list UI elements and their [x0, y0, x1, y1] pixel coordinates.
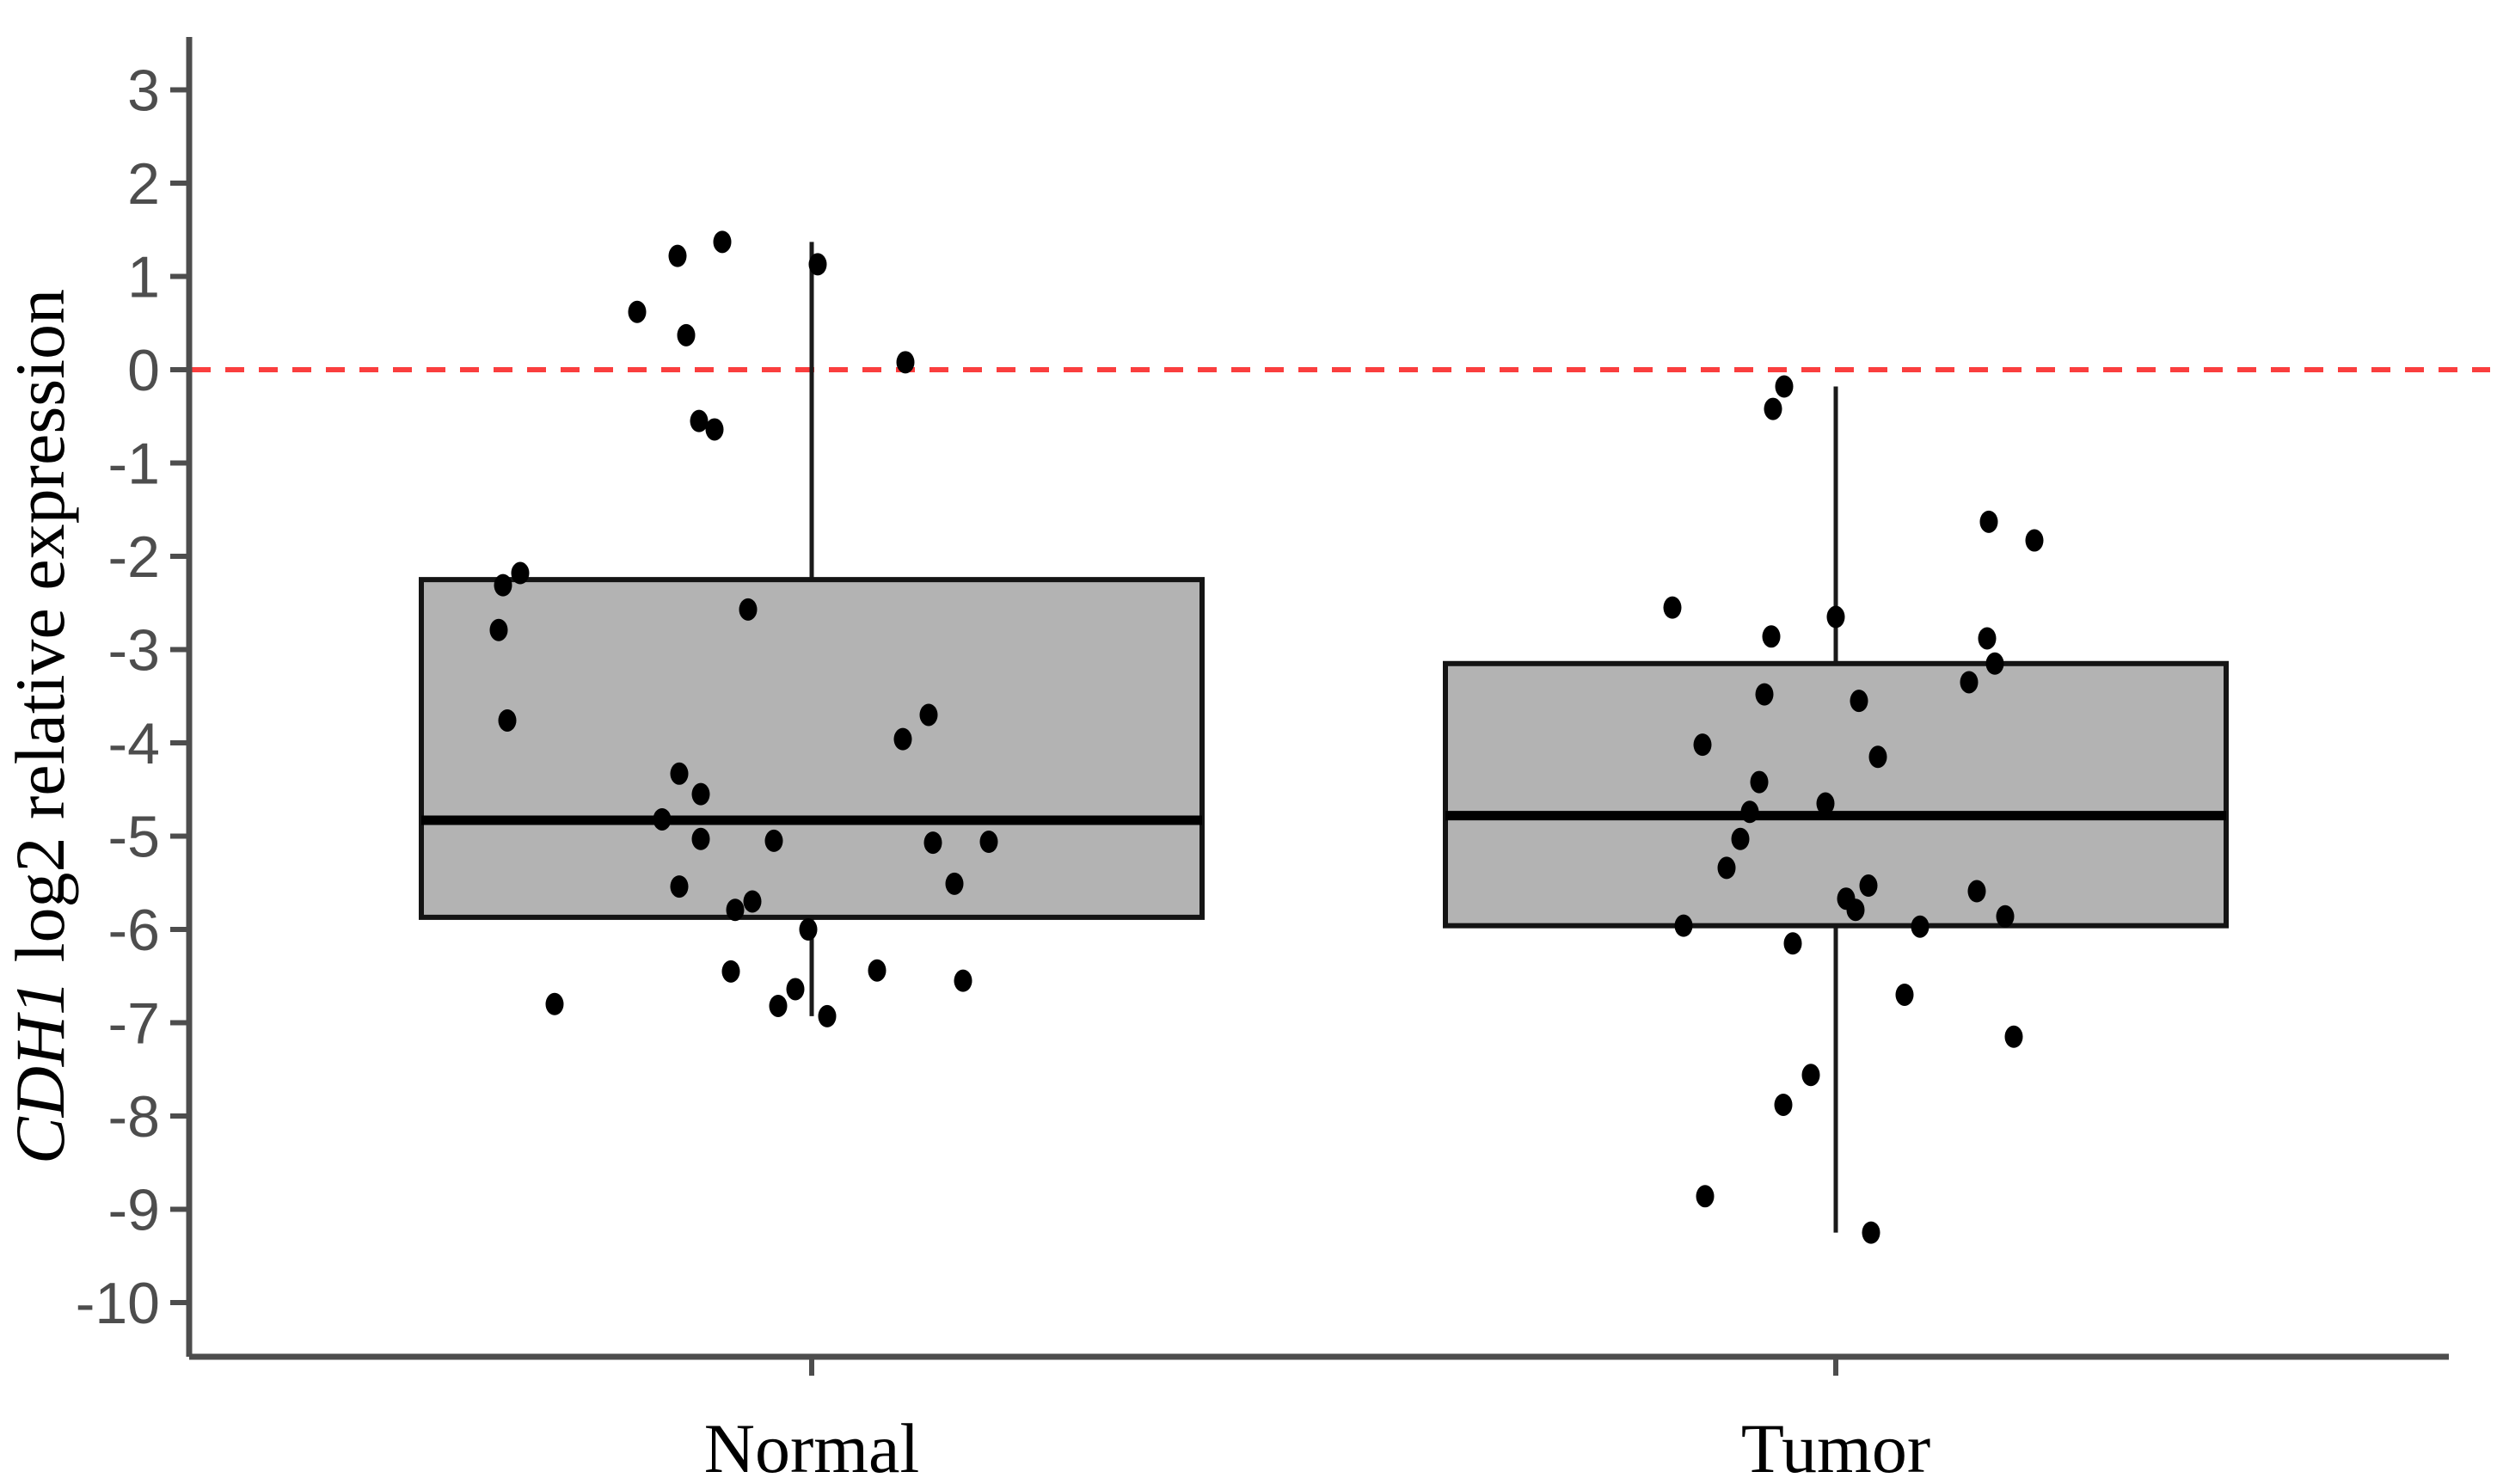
- jitter-point-tumor: [1967, 880, 1986, 903]
- jitter-point-normal: [919, 703, 938, 727]
- jitter-point-normal: [954, 969, 972, 992]
- jitter-point-normal: [494, 573, 512, 597]
- jitter-point-normal: [799, 918, 818, 941]
- y-axis-tick-label: -7: [108, 991, 160, 1057]
- jitter-point-normal: [713, 230, 732, 254]
- y-axis-tick-label: -10: [76, 1271, 160, 1336]
- y-axis-tick-label: -1: [108, 432, 160, 497]
- jitter-point-normal: [764, 829, 783, 852]
- jitter-point-tumor: [1985, 652, 2004, 675]
- x-axis-label-normal: Normal: [704, 1409, 919, 1484]
- y-axis-tick-label: 1: [127, 245, 160, 310]
- jitter-point-normal: [923, 831, 942, 855]
- jitter-point-tumor: [1717, 856, 1736, 880]
- y-axis-tick-label: -9: [108, 1178, 160, 1243]
- jitter-point-tumor: [1846, 898, 1865, 922]
- jitter-point-normal: [489, 618, 508, 641]
- jitter-point-normal: [545, 992, 564, 1015]
- jitter-point-normal: [628, 300, 647, 323]
- y-axis-tick-label: -8: [108, 1084, 160, 1150]
- jitter-point-normal: [808, 253, 827, 276]
- jitter-point-normal: [818, 1004, 837, 1027]
- jitter-point-normal: [670, 762, 689, 785]
- jitter-point-normal: [979, 831, 998, 854]
- jitter-point-tumor: [1696, 1185, 1715, 1208]
- jitter-point-normal: [670, 875, 689, 898]
- jitter-point-tumor: [1663, 596, 1682, 619]
- jitter-point-normal: [896, 351, 915, 374]
- y-axis-tick-label: 0: [127, 338, 160, 403]
- jitter-point-tumor: [1801, 1064, 1820, 1087]
- box-normal: [419, 577, 1205, 920]
- jitter-point-tumor: [1775, 375, 1794, 398]
- jitter-point-normal: [786, 978, 805, 1001]
- y-axis-tick-label: 3: [127, 58, 160, 124]
- jitter-point-tumor: [1859, 874, 1878, 898]
- jitter-point-tumor: [1996, 905, 2015, 928]
- jitter-point-normal: [769, 994, 788, 1017]
- jitter-point-normal: [691, 782, 710, 806]
- jitter-point-tumor: [2025, 529, 2044, 552]
- y-axis-title: CDH1 log2 relative expression: [1, 289, 79, 1164]
- jitter-point-tumor: [1895, 983, 1914, 1006]
- jitter-point-normal: [868, 959, 887, 982]
- jitter-point-tumor: [2004, 1025, 2023, 1048]
- y-axis-title-rest: log2 relative expression: [1, 289, 79, 980]
- jitter-point-tumor: [1731, 827, 1750, 850]
- y-axis-tick-label: -5: [108, 805, 160, 870]
- jitter-point-normal: [690, 409, 709, 432]
- y-axis-tick-label: -4: [108, 711, 160, 776]
- jitter-point-normal: [945, 872, 964, 895]
- jitter-point-normal: [893, 727, 912, 751]
- jitter-point-normal: [653, 807, 672, 831]
- jitter-point-normal: [726, 898, 745, 922]
- jitter-point-normal: [668, 244, 687, 267]
- jitter-point-normal: [691, 827, 710, 850]
- jitter-point-tumor: [1693, 733, 1712, 757]
- jitter-point-tumor: [1979, 510, 1998, 533]
- jitter-point-normal: [705, 418, 724, 441]
- jitter-point-tumor: [1868, 745, 1887, 769]
- jitter-point-tumor: [1783, 932, 1802, 955]
- jitter-point-tumor: [1674, 914, 1693, 937]
- jitter-point-tumor: [1740, 800, 1759, 824]
- jitter-point-tumor: [1850, 690, 1868, 713]
- jitter-point-tumor: [1816, 792, 1835, 815]
- jitter-point-tumor: [1960, 671, 1979, 694]
- y-axis-tick-label: 2: [127, 151, 160, 217]
- jitter-point-normal: [721, 960, 740, 983]
- jitter-point-normal: [739, 598, 758, 621]
- jitter-point-tumor: [1862, 1221, 1880, 1244]
- jitter-point-tumor: [1774, 1093, 1793, 1116]
- y-axis-tick-label: -2: [108, 524, 160, 590]
- jitter-point-tumor: [1755, 683, 1774, 706]
- jitter-point-normal: [511, 561, 530, 585]
- jitter-point-tumor: [1764, 397, 1782, 420]
- box-tumor: [1443, 660, 2229, 929]
- y-axis-title-gene: CDH1: [1, 980, 79, 1164]
- jitter-point-normal: [743, 890, 762, 913]
- jitter-point-normal: [498, 708, 517, 732]
- jitter-point-tumor: [1978, 627, 1997, 650]
- jitter-point-normal: [677, 323, 696, 346]
- x-axis-label-tumor: Tumor: [1741, 1409, 1930, 1484]
- y-axis-tick-label: -6: [108, 898, 160, 963]
- jitter-point-tumor: [1826, 605, 1845, 629]
- jitter-point-tumor: [1762, 625, 1781, 648]
- y-axis-tick-label: -3: [108, 618, 160, 684]
- jitter-point-tumor: [1750, 770, 1769, 794]
- jitter-point-tumor: [1911, 915, 1930, 938]
